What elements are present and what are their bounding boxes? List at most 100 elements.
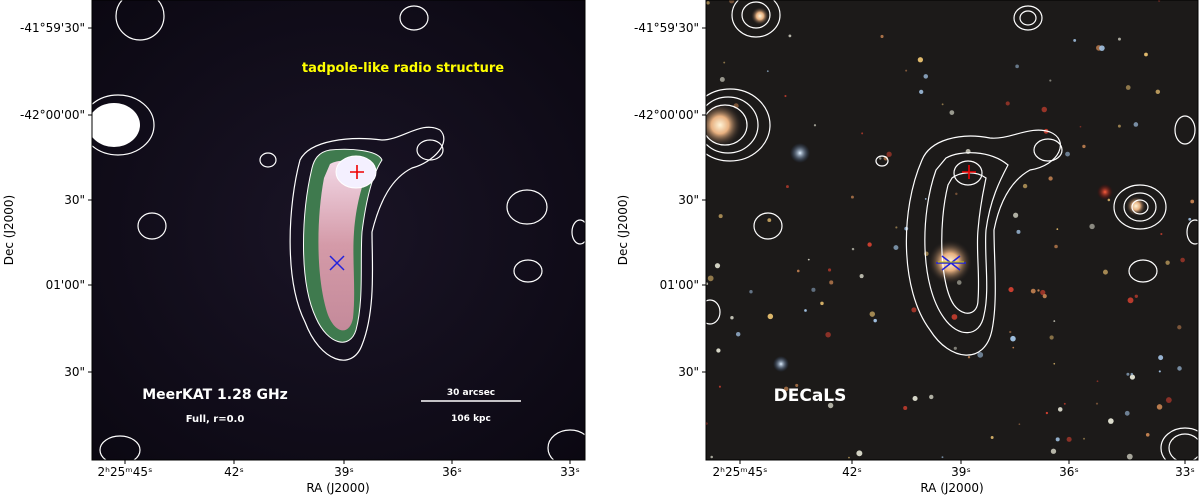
star xyxy=(1133,122,1139,127)
star xyxy=(1134,294,1138,298)
star xyxy=(917,57,924,63)
star xyxy=(723,61,726,64)
star xyxy=(829,280,834,285)
star xyxy=(783,386,789,392)
star xyxy=(1054,244,1058,249)
star xyxy=(1103,269,1108,275)
star xyxy=(1041,106,1048,113)
star xyxy=(767,218,772,223)
y-tick-label: -41°59'30" xyxy=(20,21,85,35)
star xyxy=(869,311,876,317)
star xyxy=(941,456,944,459)
star xyxy=(1130,372,1134,376)
star xyxy=(1013,212,1019,218)
star xyxy=(1049,335,1054,340)
annotation: tadpole-like radio structure xyxy=(302,61,504,76)
x-tick-label: 2ʰ25ᵐ45ˢ xyxy=(98,465,153,479)
star xyxy=(707,275,714,282)
y-tick-label: -42°00'00" xyxy=(20,108,85,122)
star xyxy=(911,307,917,313)
star xyxy=(1057,407,1063,412)
star xyxy=(1009,330,1012,334)
panel-sublabel: Full, r=0.0 xyxy=(186,414,245,425)
star xyxy=(1144,52,1148,57)
star xyxy=(1155,89,1161,95)
star xyxy=(788,34,792,38)
star xyxy=(784,94,787,98)
panel-label: DECaLS xyxy=(774,386,847,406)
star xyxy=(903,405,908,411)
star xyxy=(1177,366,1182,371)
star xyxy=(1117,37,1121,41)
radio-image xyxy=(92,0,585,460)
y-tick-label: 30" xyxy=(678,193,699,207)
star xyxy=(1042,294,1047,299)
star xyxy=(912,395,918,402)
star xyxy=(1008,286,1014,293)
star xyxy=(1156,404,1163,410)
star xyxy=(807,258,810,261)
star xyxy=(714,263,721,269)
star xyxy=(825,331,831,338)
star xyxy=(1010,335,1016,342)
star xyxy=(1165,397,1172,403)
star xyxy=(1083,437,1085,440)
star xyxy=(1066,436,1072,442)
star xyxy=(1063,402,1066,405)
x-tick-label: 36ˢ xyxy=(442,465,462,479)
star xyxy=(706,1,710,5)
star xyxy=(786,185,789,189)
star xyxy=(1053,362,1056,365)
star xyxy=(827,268,832,272)
star xyxy=(827,402,834,409)
star xyxy=(1016,229,1021,234)
x-tick-label: 33ˢ xyxy=(560,465,580,479)
y-tick-label: -42°00'00" xyxy=(634,108,699,122)
star xyxy=(1018,423,1021,426)
star xyxy=(977,351,984,358)
y-axis-label: Dec (J2000) xyxy=(2,195,16,265)
star xyxy=(923,74,929,79)
star xyxy=(766,70,769,73)
star xyxy=(949,110,955,115)
x-tick-label: 39ˢ xyxy=(951,465,971,479)
star xyxy=(1188,217,1192,221)
optical-image xyxy=(706,0,1198,460)
star xyxy=(919,89,924,94)
star xyxy=(1065,151,1070,157)
y-tick-label: 30" xyxy=(678,365,699,379)
star xyxy=(1005,101,1010,106)
scalebar-label: 106 kpc xyxy=(451,414,491,424)
star xyxy=(895,226,898,229)
star xyxy=(941,103,944,106)
star xyxy=(1073,39,1077,42)
star xyxy=(851,247,855,251)
star xyxy=(1048,176,1053,181)
star xyxy=(861,132,864,135)
star xyxy=(1096,380,1099,383)
x-tick-label: 36ˢ xyxy=(1059,465,1079,479)
star xyxy=(905,69,908,72)
star xyxy=(924,198,927,200)
star xyxy=(953,346,957,350)
x-tick-label: 42ˢ xyxy=(224,465,244,479)
y-axis-label: Dec (J2000) xyxy=(616,195,630,265)
star xyxy=(1015,64,1019,69)
star xyxy=(1145,432,1150,437)
star xyxy=(1056,228,1059,231)
star xyxy=(1125,85,1131,90)
star xyxy=(967,355,971,359)
star xyxy=(767,313,774,320)
star xyxy=(1124,410,1130,416)
y-tick-label: 01'00" xyxy=(46,278,85,292)
scalebar-label: 30 arcsec xyxy=(447,388,495,398)
star xyxy=(735,332,741,337)
star xyxy=(1099,45,1105,51)
star xyxy=(886,151,892,157)
star xyxy=(879,157,882,160)
star xyxy=(820,301,824,306)
star xyxy=(1022,183,1028,189)
star xyxy=(804,309,807,312)
star xyxy=(729,0,735,4)
